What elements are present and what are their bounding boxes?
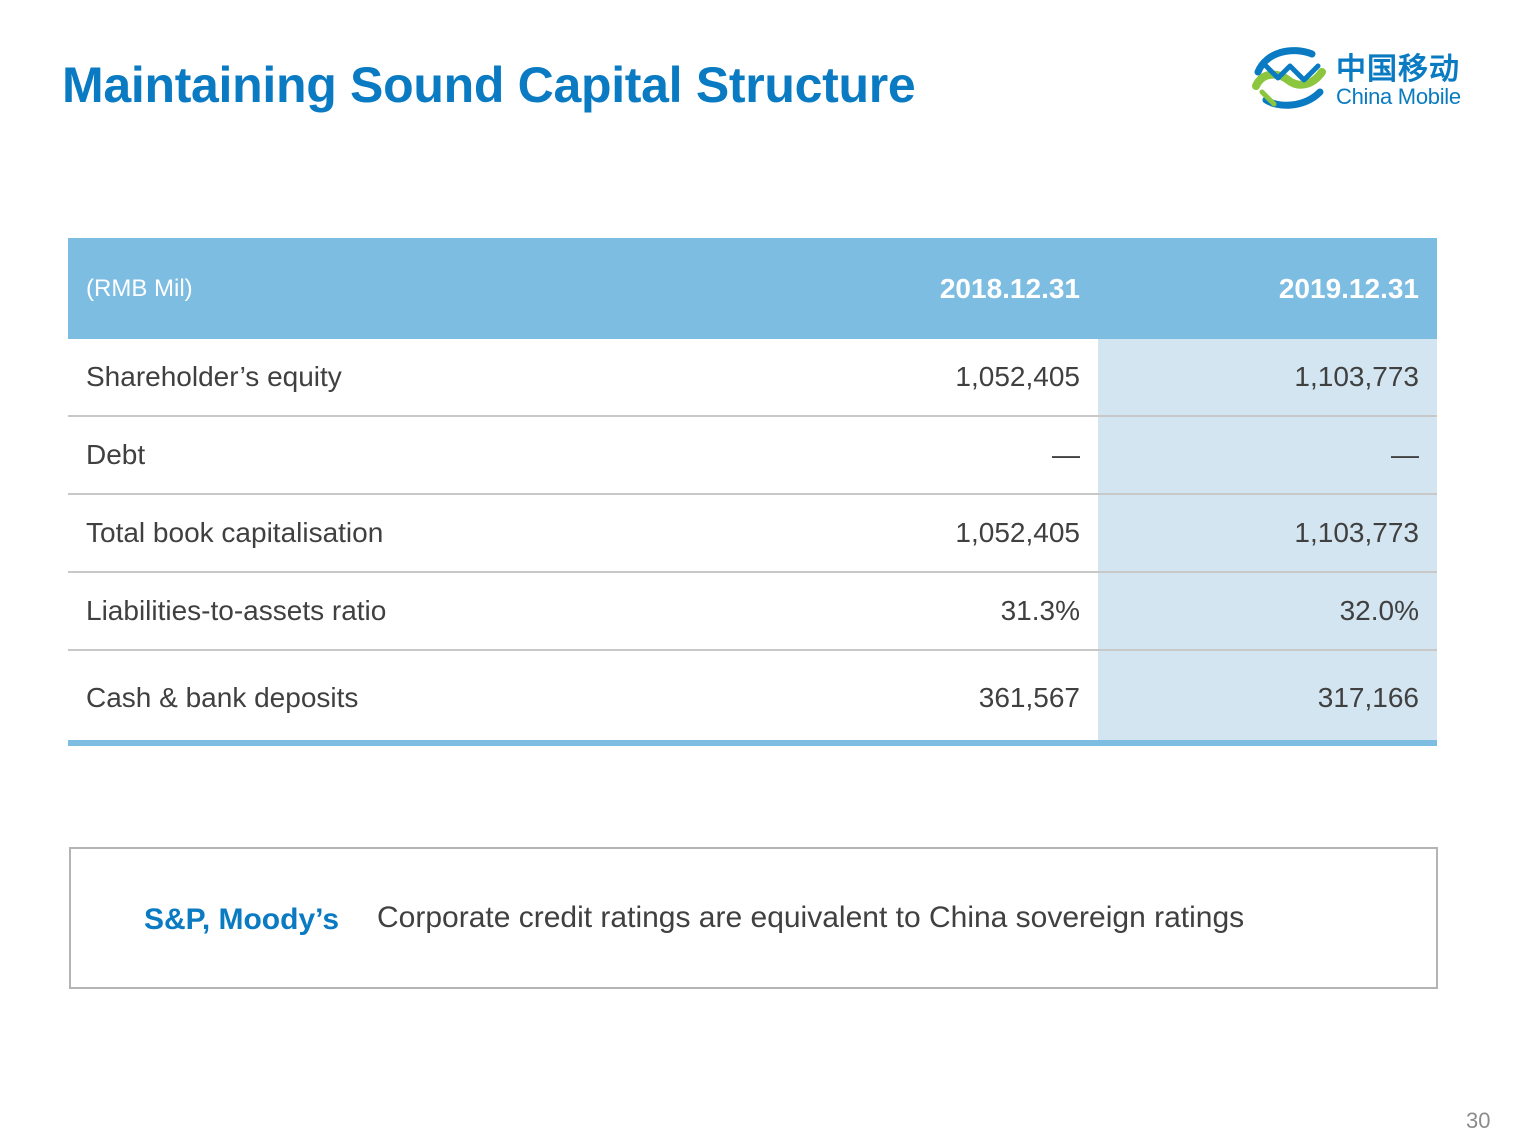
- value-2019: —: [1098, 417, 1437, 493]
- value-2019: 32.0%: [1098, 573, 1437, 649]
- capital-structure-table: (RMB Mil) 2018.12.31 2019.12.31 Sharehol…: [68, 238, 1437, 746]
- table-row: Shareholder’s equity 1,052,405 1,103,773: [68, 339, 1437, 417]
- china-mobile-logo: 中国移动 China Mobile: [1252, 40, 1482, 116]
- value-2018: 1,052,405: [955, 517, 1080, 548]
- table-header-row: (RMB Mil) 2018.12.31 2019.12.31: [68, 238, 1437, 339]
- credit-rating-note: S&P, Moody’s Corporate credit ratings ar…: [69, 847, 1438, 989]
- value-2018: 1,052,405: [955, 361, 1080, 392]
- table-row: Cash & bank deposits 361,567 317,166: [68, 651, 1437, 746]
- header-2018: 2018.12.31: [939, 272, 1080, 304]
- value-2019: 1,103,773: [1098, 495, 1437, 571]
- value-2018: 361,567: [978, 681, 1080, 713]
- row-label: Cash & bank deposits: [86, 681, 359, 713]
- logo-chinese-name: 中国移动: [1336, 52, 1460, 87]
- row-label: Debt: [86, 439, 146, 470]
- rating-agencies: S&P, Moody’s: [144, 903, 340, 936]
- value-2019: 1,103,773: [1098, 339, 1437, 415]
- value-2018: —: [1052, 439, 1080, 470]
- china-mobile-emblem-icon: [1252, 47, 1326, 109]
- value-2019: 317,166: [1098, 651, 1437, 740]
- page-number: 30: [1466, 1108, 1491, 1133]
- header-unit-label: (RMB Mil): [86, 274, 193, 302]
- row-label: Liabilities-to-assets ratio: [86, 595, 387, 626]
- table-row: Liabilities-to-assets ratio 31.3% 32.0%: [68, 573, 1437, 651]
- row-label: Total book capitalisation: [86, 517, 384, 548]
- row-label: Shareholder’s equity: [86, 361, 342, 392]
- table-row: Total book capitalisation 1,052,405 1,10…: [68, 495, 1437, 573]
- table-row: Debt — —: [68, 417, 1437, 495]
- header-2019: 2019.12.31: [1278, 272, 1419, 304]
- logo-english-name: China Mobile: [1336, 84, 1461, 109]
- value-2018: 31.3%: [1000, 595, 1080, 626]
- page-title: Maintaining Sound Capital Structure: [62, 57, 916, 113]
- rating-statement: Corporate credit ratings are equivalent …: [377, 901, 1245, 934]
